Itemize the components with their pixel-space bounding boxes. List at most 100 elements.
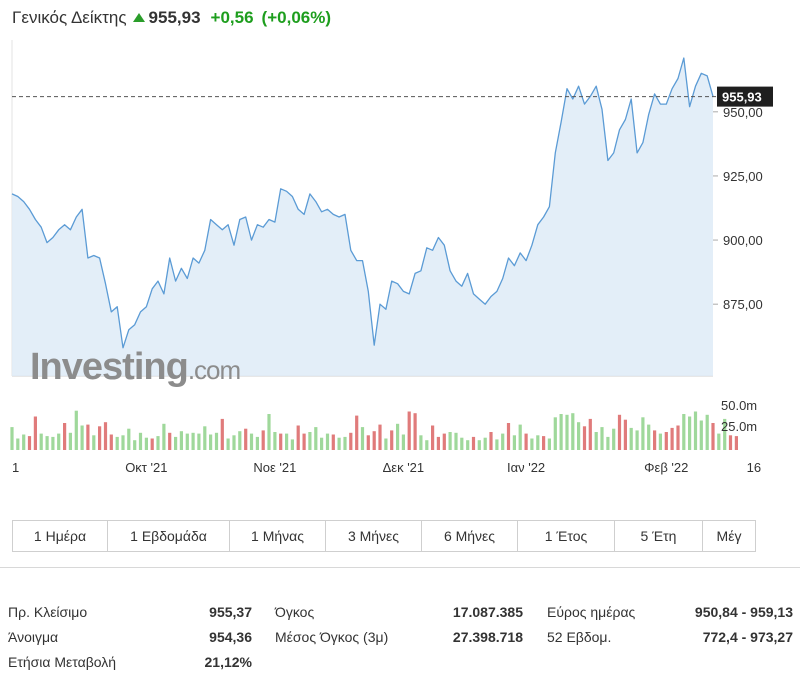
volume-bar xyxy=(331,434,335,450)
volume-bar xyxy=(518,424,522,450)
volume-axis-label: 25.0m xyxy=(721,419,757,434)
stat-label: Μέσος Όγκος (3μ) xyxy=(275,629,389,645)
volume-bar xyxy=(314,427,318,450)
volume-bar xyxy=(705,414,709,450)
volume-bar xyxy=(109,434,113,450)
last-price: 955,93 xyxy=(148,8,201,27)
volume-bar xyxy=(238,431,242,450)
volume-bar xyxy=(39,433,43,450)
volume-bar xyxy=(16,438,20,450)
volume-bar xyxy=(699,420,703,450)
volume-bar xyxy=(635,430,639,450)
watermark-logo: Investing.com xyxy=(30,346,240,388)
stats-column-2: Όγκος 17.087.385 Μέσος Όγκος (3μ) 27.398… xyxy=(275,600,523,650)
volume-bar xyxy=(232,435,236,450)
stat-label: Όγκος xyxy=(275,604,315,620)
volume-bar xyxy=(384,438,388,450)
volume-bar xyxy=(168,432,172,450)
volume-bar xyxy=(121,435,125,450)
tab-5-years[interactable]: 5 Έτη xyxy=(615,521,703,551)
volume-bar xyxy=(33,416,37,450)
volume-bar xyxy=(641,417,645,450)
y-tick-label: 950,00 xyxy=(723,105,763,120)
volume-bar xyxy=(226,438,230,450)
volume-bar xyxy=(723,418,727,450)
price-change: +0,56 xyxy=(210,8,254,27)
volume-bar xyxy=(203,426,207,450)
volume-bar xyxy=(489,432,493,450)
volume-bar xyxy=(325,433,330,450)
volume-bar xyxy=(98,426,102,450)
volume-bar xyxy=(717,433,721,450)
volume-bar xyxy=(103,422,108,450)
volume-bar xyxy=(343,436,347,450)
volume-bar xyxy=(495,439,499,450)
volume-bar xyxy=(162,423,166,450)
stat-yearly-change: Ετήσια Μεταβολή 21,12% xyxy=(8,650,252,675)
volume-bar xyxy=(629,427,633,450)
volume-bar xyxy=(10,427,14,450)
x-tick-label: 1 xyxy=(12,460,19,475)
x-tick-label: Φεβ '22 xyxy=(644,460,688,475)
volume-bar xyxy=(547,438,551,450)
stat-open: Άνοιγμα 954,36 xyxy=(8,625,252,650)
volume-bar xyxy=(349,432,353,450)
stat-value: 954,36 xyxy=(209,629,252,645)
volume-bar xyxy=(51,436,55,450)
volume-bar xyxy=(372,431,376,450)
volume-bar xyxy=(460,437,464,450)
volume-bar xyxy=(144,437,148,450)
volume-bar xyxy=(688,416,692,450)
volume-bar xyxy=(366,435,370,450)
volume-bar xyxy=(553,417,557,450)
volume-bar xyxy=(267,414,271,450)
volume-bar xyxy=(448,432,452,450)
x-tick-label: Οκτ '21 xyxy=(125,460,167,475)
volume-bar xyxy=(86,424,90,450)
volume-bar xyxy=(355,415,359,450)
tab-1-month[interactable]: 1 Μήνας xyxy=(230,521,326,551)
volume-bar xyxy=(734,436,738,450)
volume-bar xyxy=(138,432,143,450)
volume-bar xyxy=(542,436,546,450)
volume-bar xyxy=(442,433,446,450)
volume-bar xyxy=(337,437,341,450)
volume-bar xyxy=(209,434,213,450)
price-area xyxy=(12,58,713,376)
volume-bar xyxy=(588,418,592,450)
volume-bar xyxy=(378,424,382,450)
tab-max[interactable]: Μέγ xyxy=(703,521,755,551)
current-price-box xyxy=(717,86,773,107)
volume-bar xyxy=(156,436,160,450)
price-chart[interactable]: Investing.com875,00900,00925,00950,00955… xyxy=(0,0,800,480)
volume-bar xyxy=(577,422,581,450)
stats-column-1: Πρ. Κλείσιμο 955,37 Άνοιγμα 954,36 Ετήσι… xyxy=(8,600,252,675)
volume-bar xyxy=(466,440,470,450)
tab-3-months[interactable]: 3 Μήνες xyxy=(326,521,422,551)
volume-bar xyxy=(302,433,306,450)
volume-bar xyxy=(594,432,598,450)
volume-bar xyxy=(454,432,458,450)
stat-label: Ετήσια Μεταβολή xyxy=(8,654,117,670)
volume-bar xyxy=(22,434,26,450)
tab-1-week[interactable]: 1 Εβδομάδα xyxy=(108,521,230,551)
volume-bar xyxy=(261,430,265,450)
volume-bar xyxy=(220,418,224,450)
tab-1-day[interactable]: 1 Ημέρα xyxy=(13,521,108,551)
tab-6-months[interactable]: 6 Μήνες xyxy=(422,521,518,551)
volume-bar xyxy=(249,433,254,450)
volume-bar xyxy=(617,414,622,450)
volume-axis-label: 50.0m xyxy=(721,398,757,413)
volume-bar xyxy=(693,411,698,450)
volume-bar xyxy=(407,411,411,450)
volume-bar xyxy=(390,430,394,450)
volume-bar xyxy=(682,414,686,450)
quote-header: Γενικός Δείκτης 955,93 +0,56 (+0,06%) xyxy=(12,6,331,30)
volume-bar xyxy=(127,428,131,450)
y-tick-label: 900,00 xyxy=(723,233,763,248)
volume-bar xyxy=(150,438,154,450)
volume-bar xyxy=(512,435,516,450)
volume-bar xyxy=(483,437,487,450)
tab-1-year[interactable]: 1 Έτος xyxy=(518,521,615,551)
volume-bar xyxy=(197,433,201,450)
